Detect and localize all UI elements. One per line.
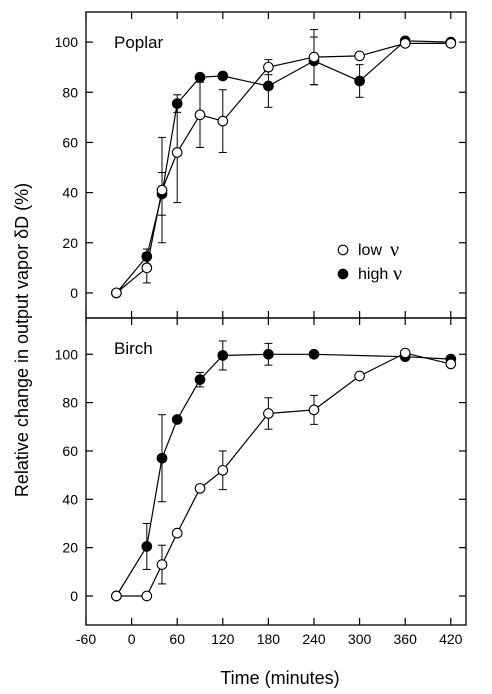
birch-x-tick-label: 120	[211, 631, 235, 647]
legend-nu-symbol: ν	[393, 263, 402, 285]
poplar-y-tick-label: 80	[62, 84, 78, 100]
poplar-low-nu-point	[445, 38, 457, 49]
birch-x-tick-label: 0	[128, 631, 136, 647]
poplar-series-1-line	[115, 40, 451, 294]
poplar-low-nu-point	[217, 115, 229, 127]
poplar-y-tick-label: 20	[62, 235, 78, 251]
poplar-low-nu-point	[308, 51, 320, 63]
birch-plot-frame	[85, 317, 467, 626]
legend-label-high: high	[358, 266, 388, 283]
birch-panel-title: Birch	[114, 339, 153, 358]
poplar-low-nu-point	[263, 61, 274, 73]
poplar-high-nu-point	[194, 71, 206, 83]
poplar-low-nu-point	[156, 184, 168, 196]
poplar-y-tick-label: 40	[62, 185, 78, 201]
y-axis-title: Relative change in output vapor δD (%)	[12, 183, 32, 497]
poplar-low-nu-point	[399, 38, 411, 49]
birch-series-0-line	[116, 352, 451, 597]
birch-panel: 0 20 40 60 80 100 -60 0 60 120 180 240 300 360 420 Birc…	[55, 317, 467, 647]
birch-low-nu-point	[111, 590, 122, 602]
birch-low-nu-point	[308, 404, 320, 416]
birch-low-nu-point	[263, 408, 274, 419]
birch-low-nu-point	[399, 347, 411, 359]
poplar-low-nu-point	[111, 287, 122, 299]
birch-low-nu-point	[217, 464, 229, 476]
birch-low-nu-point	[141, 590, 153, 602]
birch-low-nu-point	[194, 483, 206, 494]
birch-high-nu-point	[263, 348, 274, 360]
legend-nu-symbol: ν	[390, 239, 399, 261]
birch-y-tick-label: 0	[70, 588, 78, 604]
birch-high-nu-point	[308, 348, 320, 360]
poplar-high-nu-point	[217, 70, 229, 82]
poplar-y-tick-label: 100	[55, 34, 79, 50]
poplar-high-nu-point	[141, 251, 153, 262]
birch-y-tick-label: 100	[55, 346, 79, 362]
x-axis-title: Time (minutes)	[220, 668, 339, 688]
poplar-high-nu-point	[263, 80, 274, 92]
birch-high-nu-point	[141, 541, 153, 552]
legend-label-low: low	[358, 242, 382, 259]
birch-x-tick-label: -60	[76, 631, 96, 647]
poplar-low-nu-point	[141, 262, 153, 274]
birch-low-nu-point	[171, 527, 183, 539]
birch-x-tick-label: 300	[348, 631, 372, 647]
birch-y-tick-label: 40	[62, 491, 78, 507]
birch-low-nu-point	[156, 559, 168, 570]
birch-y-tick-label: 60	[62, 443, 78, 459]
birch-high-nu-point	[156, 452, 168, 464]
poplar-low-nu-point	[194, 109, 206, 121]
legend-marker-high	[337, 268, 349, 280]
poplar-low-nu-point	[171, 147, 183, 158]
birch-series-1-line	[115, 353, 451, 597]
legend-marker-low	[337, 244, 349, 256]
poplar-high-nu-point	[171, 98, 183, 109]
birch-x-tick-label: 240	[302, 631, 326, 647]
poplar-high-nu-point	[354, 75, 365, 87]
birch-x-tick-label: 180	[257, 631, 281, 647]
poplar-y-tick-label: 0	[70, 285, 78, 301]
birch-high-nu-point	[171, 414, 183, 425]
birch-x-tick-label: 60	[169, 631, 185, 647]
poplar-plot-frame	[85, 11, 467, 319]
poplar-panel-title: Poplar	[114, 33, 163, 52]
birch-low-nu-point	[445, 358, 457, 370]
birch-x-tick-label: 360	[394, 631, 418, 647]
birch-y-tick-label: 20	[62, 540, 78, 556]
birch-high-nu-point	[217, 350, 229, 361]
birch-low-nu-point	[354, 370, 365, 382]
poplar-y-tick-label: 60	[62, 134, 78, 150]
birch-y-tick-label: 80	[62, 395, 78, 411]
birch-high-nu-point	[194, 374, 206, 385]
poplar-low-nu-point	[354, 50, 365, 62]
birch-x-tick-label: 420	[439, 631, 463, 647]
